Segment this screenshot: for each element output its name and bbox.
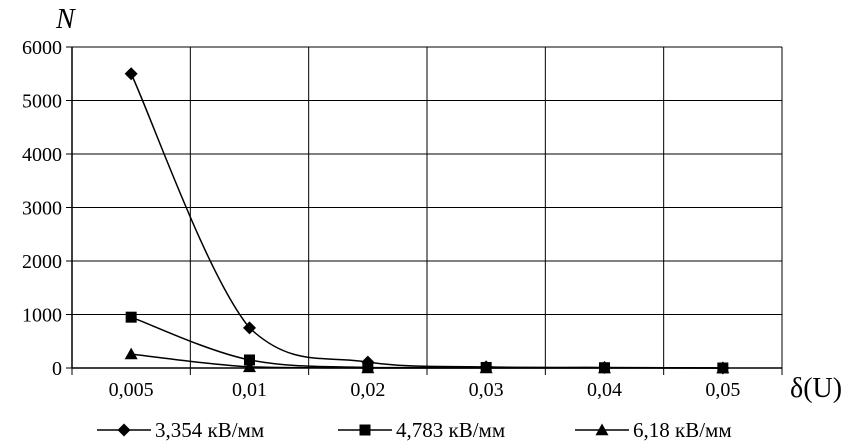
x-tick-label: 0,005: [109, 379, 154, 401]
x-tick-label: 0,01: [232, 379, 267, 401]
y-tick-label: 4000: [22, 144, 62, 166]
legend: 3,354 кВ/мм 4,783 кВ/мм 6,18 кВ/мм: [97, 418, 732, 442]
x-tick-label: 0,04: [587, 379, 622, 401]
y-tick-label: 0: [52, 358, 62, 380]
legend-item-1: 3,354 кВ/мм: [97, 418, 264, 442]
y-tick-labels: 0 1000 2000 3000 4000 5000 6000: [22, 37, 62, 380]
gridlines: [72, 47, 782, 368]
x-tick-label: 0,02: [350, 379, 385, 401]
legend-label: 6,18 кВ/мм: [633, 418, 732, 442]
y-tick-label: 5000: [22, 91, 62, 113]
x-tick-labels: 0,005 0,01 0,02 0,03 0,04 0,05: [109, 379, 741, 401]
x-tick-label: 0,05: [705, 379, 740, 401]
y-tick-label: 3000: [22, 198, 62, 220]
legend-label: 4,783 кВ/мм: [396, 418, 505, 442]
y-tick-label: 2000: [22, 251, 62, 273]
legend-marker: [118, 424, 131, 437]
x-tick-label: 0,03: [469, 379, 504, 401]
axes: [66, 47, 782, 375]
legend-marker: [360, 425, 371, 436]
x-axis-title: δ(U): [790, 373, 842, 404]
data-point: [126, 312, 137, 323]
legend-label: 3,354 кВ/мм: [155, 418, 264, 442]
data-point: [125, 348, 138, 360]
legend-item-2: 4,783 кВ/мм: [338, 418, 505, 442]
y-tick-label: 6000: [22, 37, 62, 59]
y-tick-label: 1000: [22, 305, 62, 327]
y-axis-title: N: [55, 4, 76, 35]
data-point: [125, 67, 138, 80]
legend-item-3: 6,18 кВ/мм: [575, 418, 732, 442]
